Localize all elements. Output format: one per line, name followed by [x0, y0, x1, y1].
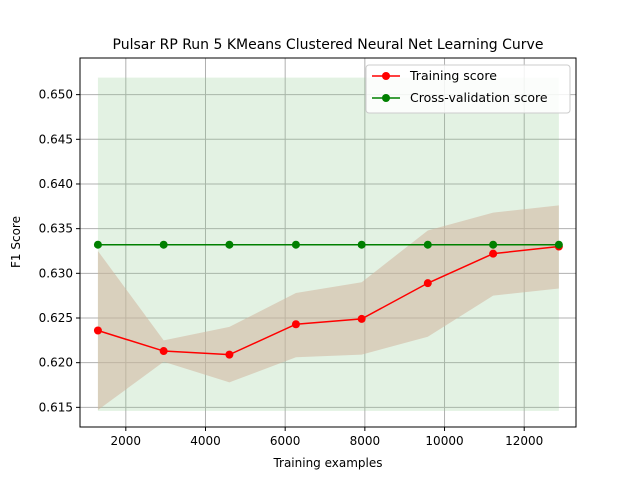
x-tick-label: 4000 [190, 434, 221, 448]
legend-box [365, 64, 571, 114]
y-tick-label: 0.640 [39, 177, 73, 191]
point-cv [357, 240, 366, 249]
point-training [159, 347, 168, 356]
point-cv [423, 240, 432, 249]
line-layer [93, 240, 563, 359]
y-tick-label: 0.625 [39, 311, 73, 325]
band-training [97, 205, 559, 411]
point-cv [159, 240, 168, 249]
point-training [357, 314, 366, 323]
y-axis-ticks: 0.615 0.620 0.625 0.630 0.635 0.640 0.645 0.650 [39, 88, 80, 414]
point-cv [554, 240, 563, 249]
y-tick-label: 0.650 [39, 88, 73, 102]
y-tick-label: 0.620 [39, 356, 73, 370]
x-tick-label: 8000 [350, 434, 381, 448]
x-tick-label: 12000 [505, 434, 543, 448]
point-cv [93, 240, 102, 249]
point-training [93, 326, 102, 335]
legend: Training score Cross-validation score [365, 64, 571, 114]
point-cv [489, 240, 498, 249]
x-tick-label: 10000 [425, 434, 463, 448]
plot-frame [79, 57, 577, 428]
y-tick-label: 0.630 [39, 266, 73, 280]
x-tick-label: 2000 [111, 434, 142, 448]
x-axis-label: Training examples [272, 456, 382, 470]
y-tick-label: 0.635 [39, 222, 73, 236]
legend-marker-training [382, 72, 390, 80]
y-tick-label: 0.645 [39, 132, 73, 146]
point-training [225, 350, 234, 359]
x-axis-ticks: 2000 4000 6000 8000 10000 12000 [111, 427, 543, 448]
y-tick-label: 0.615 [39, 400, 73, 414]
point-training [489, 249, 498, 258]
legend-marker-cv [382, 94, 390, 102]
x-tick-label: 6000 [270, 434, 301, 448]
legend-label-cv: Cross-validation score [410, 90, 548, 105]
point-cv [291, 240, 300, 249]
line-training [97, 245, 559, 356]
point-training [291, 320, 300, 329]
point-cv [225, 240, 234, 249]
point-training [423, 279, 432, 288]
y-axis-label: F1 Score [9, 216, 23, 268]
chart-title: Pulsar RP Run 5 KMeans Clustered Neural … [113, 37, 544, 53]
legend-label-training: Training score [409, 68, 497, 83]
